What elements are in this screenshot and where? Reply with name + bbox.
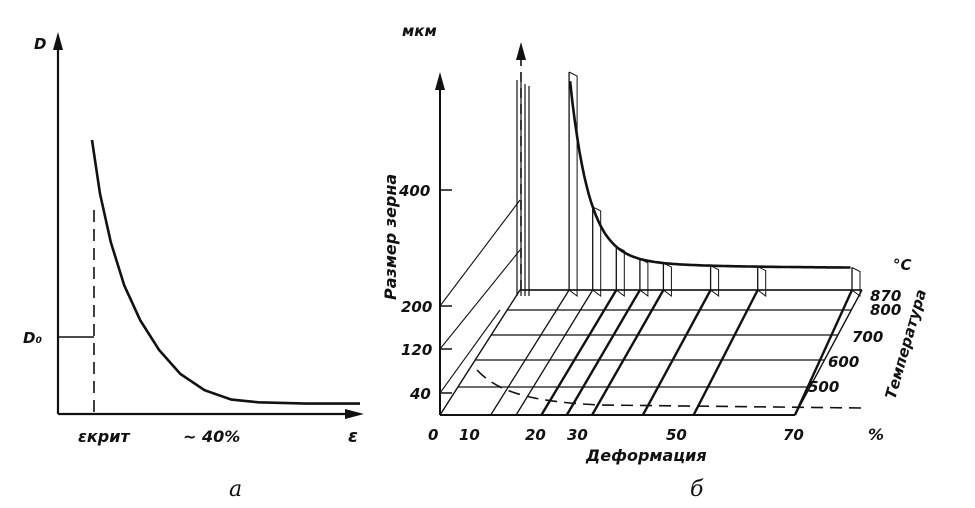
panel-b-slice-face — [710, 265, 720, 297]
panel-b-slice-base — [692, 289, 759, 416]
panel-a-curve — [90, 139, 360, 405]
panel-a: D D₀ εкрит ~ 40% ε a — [23, 32, 364, 502]
panel-b-left-base-edge — [439, 289, 521, 416]
panel-b-surface-grid — [457, 71, 862, 416]
panel-b-zt-400: 400 — [398, 182, 430, 200]
panel-b-xlabel: Деформация — [585, 446, 707, 465]
panel-b-xt-10: 10 — [459, 426, 480, 444]
panel-b-x-unit: % — [868, 425, 884, 444]
panel-b-slice-face — [616, 246, 625, 297]
panel-b-slice-base — [490, 289, 570, 416]
panel-b-tt-700: 700 — [852, 328, 883, 346]
panel-b-z-arrow — [435, 72, 445, 90]
panel-b-zt-200: 200 — [401, 298, 432, 316]
panel-b-zt-120: 120 — [401, 341, 432, 359]
panel-a-caption: a — [229, 477, 242, 502]
panel-a-critical-label: εкрит — [78, 427, 131, 446]
panel-b-slice-base — [565, 289, 641, 416]
panel-b-slice-base — [591, 289, 665, 416]
panel-b-slice-face — [592, 206, 602, 297]
panel-b-slice-base — [540, 289, 618, 416]
panel-b-right-base-edge — [794, 289, 863, 416]
panel-a-40pct-label: ~ 40% — [183, 427, 240, 446]
panel-b-temp-unit: °C — [893, 256, 912, 274]
panel-b-slice-base — [641, 289, 712, 416]
panel-b-guide-40 — [439, 309, 501, 394]
panel-a-d0-label: D₀ — [23, 329, 42, 347]
panel-b-guide-120 — [439, 249, 521, 350]
panel-b-top-curve — [568, 81, 851, 269]
panel-b-tt-800: 800 — [870, 301, 901, 319]
panel-a-xlabel: ε — [348, 426, 358, 447]
panel-b-slice-face — [663, 262, 672, 297]
panel-b-slice-face — [851, 267, 861, 297]
panel-b-xt-70: 70 — [783, 426, 804, 444]
panel-b-guide-200 — [439, 199, 521, 307]
panel-b-xt-50: 50 — [666, 426, 687, 444]
panel-b-dashed-base-curve — [476, 369, 863, 409]
panel-b-dashed-arrow — [516, 42, 526, 60]
panel-b-unit-label: мкм — [402, 22, 437, 40]
panel-b-xt-20: 20 — [525, 426, 546, 444]
panel-b-zlabel: Размер зерна — [381, 174, 400, 300]
panel-a-ylabel: D — [34, 35, 46, 53]
panel-a-y-arrow — [53, 32, 63, 50]
panel-a-x-arrow — [345, 409, 364, 419]
panel-b-xt-0: 0 — [428, 426, 438, 444]
panel-b-tt-600: 600 — [828, 353, 859, 371]
panel-b-caption: б — [690, 477, 704, 502]
panel-b-xt-30: 30 — [567, 426, 588, 444]
panel-b-tt-500: 500 — [808, 378, 839, 396]
panel-b-slice-base — [515, 289, 594, 416]
panel-b-tt-870: 870 — [870, 287, 901, 305]
panel-b-slice-face — [568, 71, 578, 297]
panel-b-slice-face — [757, 266, 767, 297]
panel-b: мкм Размер зерна 400 200 120 40 0 10 20 … — [381, 22, 930, 502]
panel-b-slice-base — [793, 289, 854, 416]
panel-b-zt-40: 40 — [409, 385, 431, 403]
